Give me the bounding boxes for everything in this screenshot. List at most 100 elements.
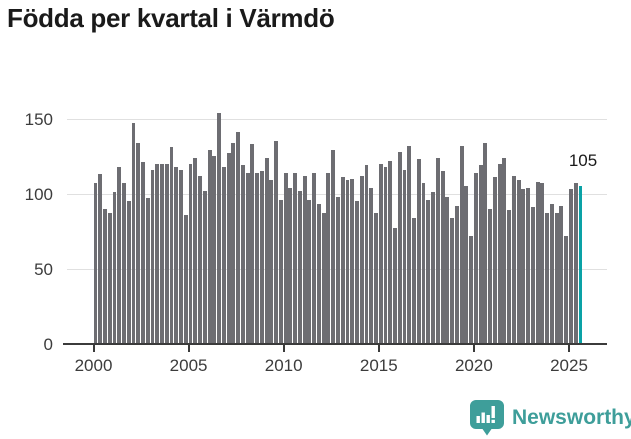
bar — [568, 189, 573, 344]
newsworthy-icon — [470, 400, 504, 436]
x-tick-label-2005: 2005 — [169, 356, 208, 375]
bar — [269, 180, 274, 344]
bar — [321, 213, 326, 344]
gridline-y100 — [67, 193, 607, 195]
bar — [255, 172, 260, 344]
bar — [316, 204, 321, 344]
bar — [483, 142, 488, 344]
bar — [445, 196, 450, 344]
x-tick-label-2025: 2025 — [550, 356, 588, 375]
bar — [573, 183, 578, 344]
newsworthy-wordmark: Newsworthy — [512, 406, 631, 429]
x-tick-2000 — [92, 345, 95, 352]
bar-highlighted — [578, 186, 583, 344]
bar — [397, 151, 402, 344]
bar — [374, 213, 378, 344]
bar — [98, 174, 103, 344]
bar — [378, 163, 383, 344]
bar — [559, 205, 564, 344]
y-tick-label: 0 — [43, 334, 53, 354]
bar — [169, 147, 174, 344]
bar — [93, 183, 98, 344]
bar — [136, 142, 141, 344]
y-tick-label: 50 — [34, 259, 53, 279]
bar — [202, 190, 207, 344]
x-tick-label-2000: 2000 — [74, 356, 113, 375]
bar — [283, 172, 288, 344]
bar — [259, 171, 264, 344]
bar — [530, 207, 535, 344]
bar — [183, 214, 188, 344]
bar — [426, 199, 431, 344]
x-tick-2010 — [282, 345, 285, 352]
bar — [440, 171, 445, 344]
bar — [454, 205, 459, 344]
newsworthy-logo[interactable]: Newsworthy — [470, 400, 631, 436]
bar — [350, 178, 355, 344]
bar — [336, 196, 340, 344]
bar — [364, 165, 369, 344]
bar — [150, 169, 155, 344]
bar — [198, 175, 202, 344]
bar — [450, 217, 454, 344]
bar — [331, 150, 336, 344]
bar — [540, 183, 545, 344]
bar — [545, 213, 550, 344]
bar — [469, 235, 474, 344]
bar — [473, 172, 478, 344]
bar — [221, 166, 226, 344]
bar — [369, 187, 374, 344]
bar — [554, 213, 559, 344]
bar — [207, 150, 212, 344]
bar — [297, 190, 302, 344]
x-tick-2025 — [568, 345, 570, 352]
last-value-label: 105 — [568, 151, 598, 170]
bar — [416, 159, 421, 344]
bar — [145, 198, 150, 344]
bar — [126, 201, 131, 344]
bar — [103, 208, 107, 344]
bar — [217, 112, 222, 344]
bar — [160, 163, 164, 344]
bar — [488, 208, 493, 344]
bar — [507, 210, 512, 344]
bar — [117, 166, 122, 344]
bar — [278, 199, 283, 344]
bar — [535, 181, 540, 344]
bar — [326, 172, 331, 344]
bar — [393, 228, 397, 344]
bar — [179, 169, 183, 344]
x-tick-label-2020: 2020 — [454, 356, 493, 375]
bar — [236, 132, 241, 344]
bar — [112, 192, 117, 344]
bar — [274, 141, 279, 344]
bar — [345, 180, 350, 344]
bar — [155, 163, 160, 344]
bar — [193, 157, 198, 344]
bar — [459, 145, 464, 344]
bar — [240, 165, 245, 344]
x-tick-2015 — [377, 345, 380, 352]
bar — [464, 186, 469, 344]
bar — [312, 172, 317, 344]
x-axis-line — [63, 343, 607, 345]
bar — [521, 189, 526, 344]
bar — [402, 169, 407, 344]
bar — [188, 163, 193, 344]
bar — [388, 160, 393, 344]
bar — [421, 183, 426, 344]
bar — [383, 166, 388, 344]
bar — [212, 156, 217, 344]
bar — [293, 172, 298, 344]
bar — [131, 123, 136, 344]
bar — [407, 145, 412, 344]
y-tick-label: 150 — [24, 109, 53, 129]
gridline-y150 — [67, 118, 607, 120]
bar — [478, 165, 483, 344]
bar — [264, 157, 269, 344]
x-tick-label-2015: 2015 — [359, 356, 398, 375]
bar — [502, 157, 507, 344]
bar — [564, 235, 569, 344]
bar — [231, 142, 236, 344]
